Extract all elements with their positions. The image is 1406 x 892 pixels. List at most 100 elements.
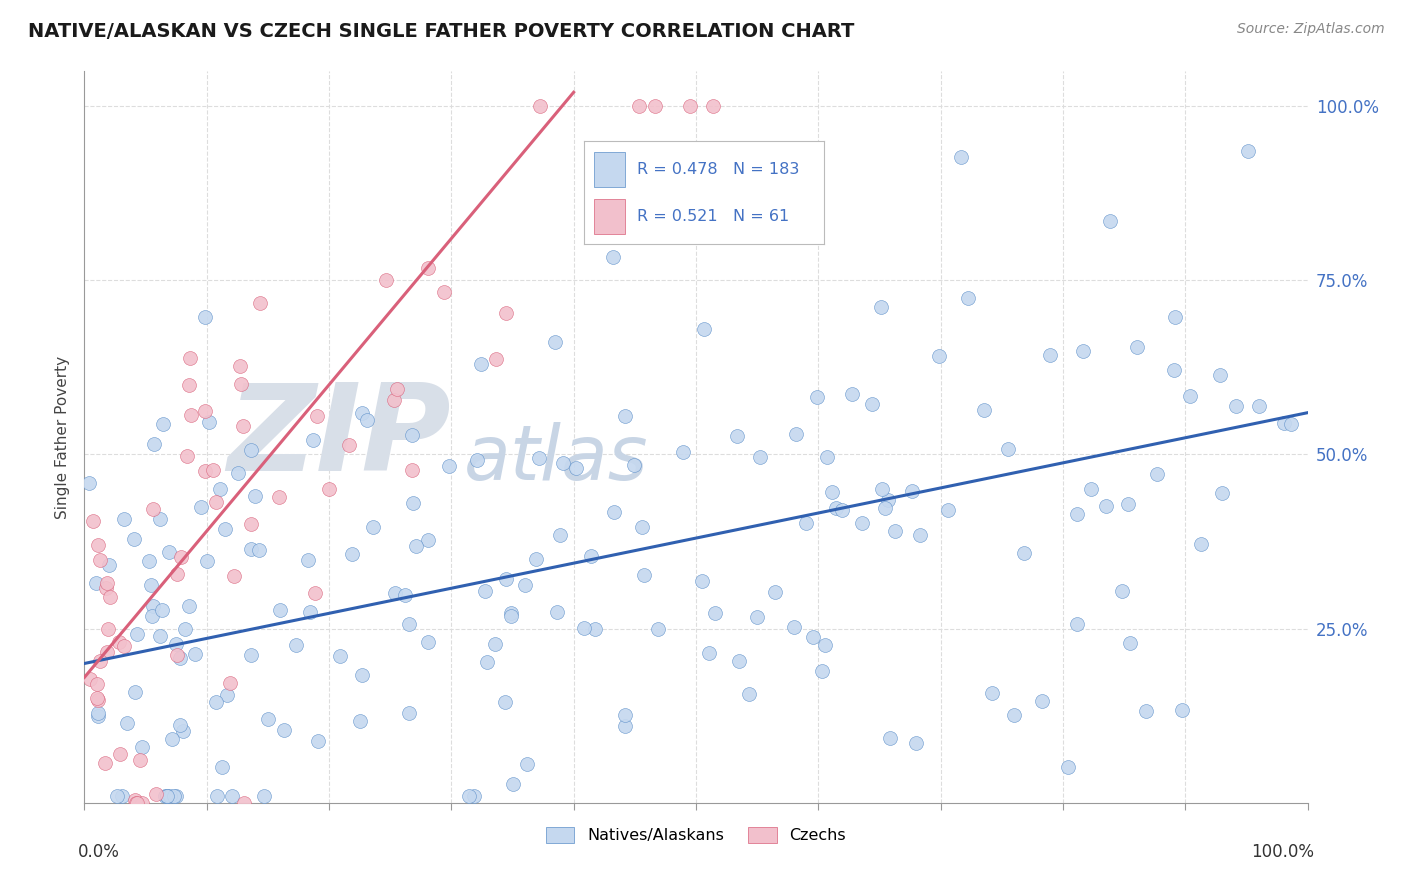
Point <box>165 789 187 803</box>
Point <box>194 404 217 418</box>
Point <box>97 622 120 636</box>
Point <box>115 716 138 731</box>
Point <box>112 512 135 526</box>
Point <box>704 606 727 620</box>
Point <box>437 458 460 473</box>
Point <box>1111 584 1133 599</box>
Point <box>516 756 538 771</box>
Point <box>614 409 637 423</box>
Point <box>644 99 666 113</box>
Point <box>307 734 329 748</box>
Point <box>87 708 110 723</box>
Point <box>198 416 221 430</box>
Point <box>801 630 824 644</box>
Point <box>495 572 517 586</box>
Point <box>205 495 228 509</box>
Point <box>1164 310 1187 325</box>
Point <box>1180 389 1202 403</box>
Point <box>229 359 252 374</box>
Point <box>304 586 326 600</box>
Point <box>474 583 496 598</box>
Point <box>647 622 669 636</box>
Point <box>1211 485 1233 500</box>
Point <box>86 538 108 552</box>
Point <box>190 500 212 514</box>
Point <box>956 291 979 305</box>
Point <box>501 606 523 620</box>
Point <box>495 306 517 320</box>
Point <box>384 585 406 599</box>
FancyBboxPatch shape <box>593 152 626 186</box>
Point <box>352 406 374 420</box>
Point <box>831 502 853 516</box>
Text: 0.0%: 0.0% <box>79 843 120 861</box>
Point <box>398 617 420 632</box>
Point <box>375 273 398 287</box>
Point <box>222 568 245 582</box>
Point <box>728 654 751 668</box>
Point <box>1279 417 1302 431</box>
Point <box>794 516 817 531</box>
Point <box>394 588 416 602</box>
Point <box>169 651 191 665</box>
Point <box>870 300 893 314</box>
Point <box>1002 708 1025 723</box>
Point <box>108 747 131 761</box>
Point <box>544 335 567 350</box>
Point <box>82 514 104 528</box>
Point <box>205 695 228 709</box>
Point <box>232 796 254 810</box>
Point <box>229 376 252 391</box>
Point <box>980 686 1002 700</box>
Point <box>141 609 163 624</box>
Point <box>125 796 148 810</box>
Point <box>160 731 183 746</box>
Point <box>138 554 160 568</box>
Point <box>860 397 883 411</box>
Point <box>142 502 165 516</box>
Point <box>108 635 131 649</box>
Point <box>928 349 950 363</box>
Point <box>337 438 360 452</box>
Point <box>690 574 713 589</box>
Point <box>318 482 340 496</box>
Point <box>297 552 319 566</box>
Point <box>782 619 804 633</box>
Point <box>128 753 150 767</box>
Point <box>908 528 931 542</box>
Point <box>633 567 655 582</box>
Point <box>240 442 263 457</box>
Point <box>884 524 907 538</box>
Point <box>401 428 423 442</box>
Point <box>269 603 291 617</box>
Point <box>89 553 111 567</box>
Point <box>463 789 485 803</box>
Point <box>1098 213 1121 227</box>
Point <box>725 429 748 443</box>
Point <box>382 392 405 407</box>
Point <box>96 645 118 659</box>
Point <box>240 517 263 532</box>
Point <box>416 635 439 649</box>
Point <box>211 760 233 774</box>
Point <box>548 528 571 542</box>
Point <box>870 483 893 497</box>
Point <box>352 668 374 682</box>
Point <box>811 664 834 678</box>
Point <box>398 706 420 720</box>
Point <box>614 707 637 722</box>
Point <box>305 409 328 424</box>
Point <box>1118 497 1140 511</box>
Point <box>298 605 321 619</box>
Point <box>1225 399 1247 413</box>
Point <box>257 712 280 726</box>
Point <box>201 462 224 476</box>
Point <box>697 646 720 660</box>
Point <box>124 685 146 699</box>
Point <box>174 622 197 636</box>
Point <box>131 796 153 810</box>
Point <box>551 456 574 470</box>
Text: atlas: atlas <box>464 422 648 496</box>
Point <box>217 688 239 702</box>
Point <box>949 150 972 164</box>
